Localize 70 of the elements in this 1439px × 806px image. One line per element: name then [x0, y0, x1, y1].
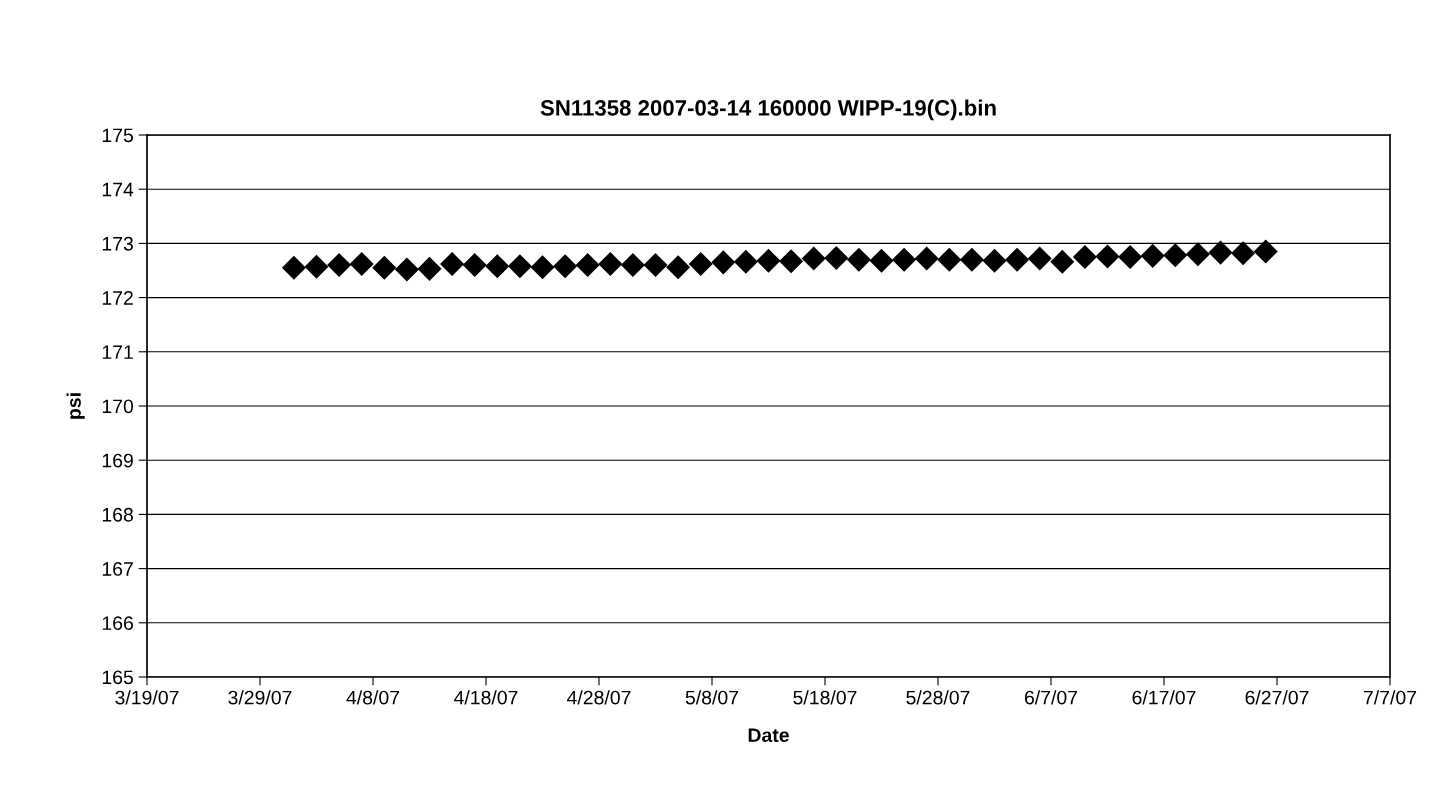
x-axis-title: Date	[748, 728, 789, 743]
y-tick-label: 173	[102, 236, 133, 251]
point	[620, 253, 645, 278]
point	[643, 253, 668, 278]
y-tick-label: 172	[102, 291, 133, 305]
point	[440, 251, 465, 277]
point	[372, 255, 397, 280]
point	[1072, 244, 1097, 269]
point	[1185, 242, 1210, 267]
point	[1208, 240, 1233, 265]
point	[959, 247, 984, 272]
point	[304, 254, 329, 279]
x-tick-label: 5/8/07	[685, 690, 739, 705]
point	[1118, 244, 1143, 269]
point	[598, 251, 623, 277]
point	[688, 251, 713, 277]
point	[937, 247, 962, 272]
point	[349, 251, 374, 277]
point	[575, 253, 600, 278]
y-tick-label: 169	[102, 453, 133, 468]
point	[982, 248, 1007, 273]
point	[801, 246, 826, 271]
x-tick-label: 4/8/07	[346, 690, 400, 705]
x-tick-label: 7/7/07	[1363, 690, 1417, 705]
point	[711, 250, 736, 275]
point	[824, 246, 849, 271]
y-tick-label: 168	[102, 507, 133, 522]
y-tick-label: 167	[102, 562, 133, 576]
point	[281, 255, 306, 280]
point	[869, 248, 894, 273]
point	[892, 247, 917, 272]
x-tick-label: 3/19/07	[115, 690, 179, 705]
point	[394, 257, 419, 282]
point	[1095, 244, 1120, 269]
point	[530, 255, 555, 280]
x-tick-label: 6/7/07	[1024, 690, 1078, 705]
x-tick-label: 5/28/07	[906, 690, 970, 705]
point	[1050, 249, 1075, 274]
x-tick-label: 4/18/07	[454, 690, 518, 705]
point	[733, 249, 758, 274]
y-tick-label: 171	[102, 345, 133, 359]
chart-title: SN11358 2007-03-14 160000 WIPP-19(C).bin	[540, 99, 996, 121]
point	[327, 253, 352, 278]
y-tick-label: 175	[102, 128, 133, 143]
point	[485, 254, 510, 279]
y-tick-label: 165	[102, 670, 133, 685]
point	[914, 246, 939, 271]
x-tick-label: 4/28/07	[567, 690, 631, 705]
x-tick-label: 6/27/07	[1245, 690, 1309, 705]
point	[417, 256, 442, 281]
x-tick-label: 6/17/07	[1132, 690, 1196, 705]
point	[507, 254, 532, 279]
point	[756, 248, 781, 273]
y-tick-label: 174	[102, 182, 134, 197]
point	[1163, 243, 1188, 268]
point	[1231, 241, 1256, 266]
point	[779, 249, 804, 274]
point	[1027, 246, 1052, 271]
y-tick-label: 166	[102, 616, 133, 631]
point	[462, 253, 487, 278]
y-tick-label: 170	[102, 399, 134, 414]
point	[1005, 247, 1030, 272]
point	[666, 255, 691, 280]
point	[553, 254, 578, 279]
point	[846, 247, 871, 272]
y-axis-title: psi	[66, 393, 85, 419]
point	[1253, 239, 1278, 264]
x-tick-label: 3/29/07	[228, 690, 292, 705]
x-tick-label: 5/18/07	[793, 690, 857, 705]
point	[1140, 243, 1165, 268]
